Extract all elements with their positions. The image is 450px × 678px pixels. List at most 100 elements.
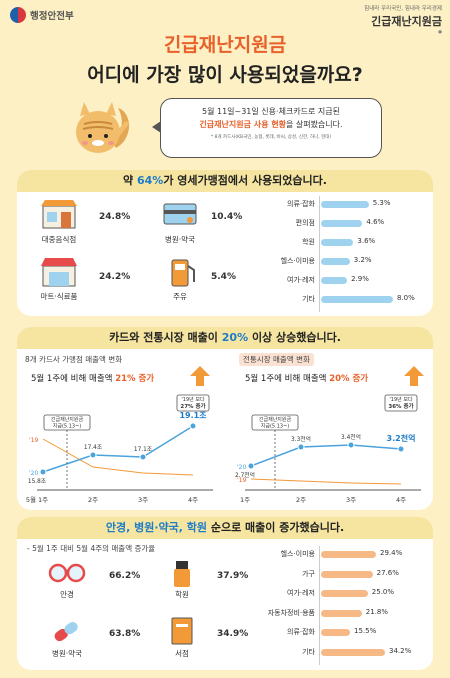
- bar: [321, 296, 393, 303]
- bar: [321, 239, 354, 246]
- speech-line-1: 5월 11일~31일 신용·체크카드로 지급된: [201, 107, 340, 116]
- bar-value: 21.8%: [365, 607, 389, 616]
- left-subhead-pre: 5월 1주에 비해 매출액: [31, 374, 116, 384]
- data-point: [89, 451, 97, 459]
- point-label: 17.4조: [84, 444, 103, 451]
- stat-value: 37.9%: [217, 571, 249, 581]
- bar: [321, 629, 350, 636]
- section-card-growth: 안경, 병원·약국, 학원 순으로 매출이 증가했습니다. - 5월 1주 대비…: [17, 517, 433, 670]
- x-tick-label: 2주: [296, 496, 306, 504]
- bar-label: 가구: [302, 569, 315, 578]
- brand-block: 힘내라 우리국민, 힘내라 우리경제 긴급재난지원금 ●: [364, 4, 442, 35]
- section-small-merchants: 약 64%가 영세가맹점에서 사용되었습니다. 대중음식점 24.8% 병원·약…: [17, 170, 433, 316]
- callout-box: [176, 394, 210, 412]
- bar: [321, 590, 368, 597]
- bar-label: 자동차정비·용품: [267, 608, 315, 617]
- stat-label: 마트·식료품: [40, 292, 78, 301]
- x-tick-label: 3주: [138, 496, 148, 504]
- banner-3-em: 안경, 병원·약국, 학원: [105, 521, 208, 534]
- bar-axis-line: [319, 196, 320, 312]
- callout-text: 지급(5.13~): [53, 423, 81, 430]
- point-label: 3.3천억: [291, 435, 311, 443]
- bar-label: 헬스·이미용: [280, 257, 315, 265]
- hospital-icon: [163, 203, 197, 225]
- bar-value: 15.5%: [354, 627, 377, 635]
- bar-value: 34.2%: [389, 646, 412, 655]
- stat-label: 대중음식점: [41, 235, 77, 244]
- data-point: [189, 422, 197, 430]
- stat-label: 병원·약국: [52, 649, 82, 658]
- bar-label: 학원: [302, 238, 315, 246]
- right-subhead-pre: 5월 1주에 비해 매출액: [245, 374, 330, 384]
- year-label-2019: '19: [29, 437, 38, 444]
- stat-value: 24.8%: [99, 212, 131, 222]
- section-2-banner: 카드와 전통시장 매출이 20% 이상 상승했습니다.: [17, 327, 433, 349]
- bar-value: 29.4%: [380, 549, 403, 557]
- callout-text: 긴급재난지원금: [51, 416, 84, 423]
- data-point: [139, 453, 147, 461]
- bar-label: 여가·레저: [287, 276, 315, 284]
- taegeuk-logo-icon: [10, 7, 26, 23]
- squirrel-mascot-icon: [76, 102, 129, 153]
- x-tick-label: 1주: [240, 496, 250, 504]
- point-label: 17.1조: [134, 446, 153, 453]
- left-chart-title: 8개 카드사 가맹점 매출액 변화: [25, 355, 123, 364]
- stat-value: 66.2%: [109, 571, 141, 581]
- speech-bubble: 5월 11일~31일 신용·체크카드로 지급된 긴급재난지원금 사용 현황을 살…: [152, 98, 382, 158]
- year-label-2020: '20: [237, 464, 246, 471]
- point-label: 19.1조: [179, 411, 207, 420]
- callout-text: 36% 증가: [388, 402, 413, 410]
- right-subhead-em: 20% 증가: [329, 374, 369, 384]
- section-3-banner: 안경, 병원·약국, 학원 순으로 매출이 증가했습니다.: [17, 517, 433, 539]
- left-line-chart: 15.8조 17.4조 17.1조 19.1조 5월 1주 2주 3주 4주 '20 '19 긴급재…: [26, 394, 213, 504]
- banner-2-em: 20%: [221, 331, 249, 344]
- bar: [321, 609, 362, 617]
- academy-icon: [174, 561, 190, 587]
- bar-value: 8.0%: [397, 294, 415, 302]
- series-line-2020: [42, 425, 194, 473]
- callout-text: 27% 증가: [180, 402, 205, 410]
- bar: [321, 648, 385, 656]
- x-tick-label: 5월 1주: [26, 495, 48, 504]
- data-point: [297, 443, 305, 451]
- stat-label: 서점: [175, 649, 189, 658]
- title-line-2: 어디에 가장 많이 사용되었을까요?: [87, 64, 363, 86]
- up-arrow-icon: [190, 366, 210, 386]
- bar-label: 의류·잡화: [287, 628, 315, 636]
- banner-1-pre: 약: [123, 174, 137, 187]
- series-line-2019: [42, 438, 194, 476]
- callout-text: 지급(5.13~): [261, 423, 289, 430]
- data-point: [347, 441, 355, 449]
- bar-value: 2.9%: [351, 275, 369, 283]
- stat-value: 63.8%: [109, 629, 141, 639]
- bar-label: 기타: [302, 647, 315, 656]
- bar-label: 헬스·이미용: [280, 550, 315, 558]
- left-chart-subhead: 5월 1주에 비해 매출액 21% 증가: [31, 372, 154, 384]
- stat-value: 10.4%: [211, 212, 243, 222]
- x-tick-label: 4주: [396, 496, 406, 504]
- bar-label: 여가·레저: [287, 589, 315, 597]
- bar: [321, 551, 377, 558]
- stat-value: 5.4%: [211, 272, 236, 282]
- ministry-logo: 행정안전부: [10, 7, 74, 23]
- right-chart-title: 전통시장 매출액 변화: [239, 353, 314, 366]
- series-line-2020: [250, 444, 402, 467]
- point-label: 3.4천억: [341, 433, 361, 441]
- bar-value: 5.3%: [372, 199, 391, 207]
- callout-text: 긴급재난지원금: [259, 416, 292, 423]
- right-chart-subhead: 5월 1주에 비해 매출액 20% 증가: [245, 372, 368, 384]
- series-line-2019: [250, 478, 402, 485]
- ministry-name: 행정안전부: [30, 11, 74, 22]
- restaurant-icon: [41, 200, 77, 229]
- stat-value: 34.9%: [217, 629, 249, 639]
- bar-label: 편의점: [295, 219, 315, 227]
- bar: [321, 277, 348, 284]
- callout-text: '19년 보다: [181, 396, 205, 403]
- banner-2-pre: 카드와 전통시장 매출이: [109, 331, 222, 344]
- speech-note: * 8개 카드사(KB국민, 농협, 롯데, 비씨, 삼성, 신한, 하나, 현…: [210, 135, 332, 140]
- bar: [321, 220, 363, 227]
- pill-icon: [54, 621, 78, 642]
- bar-value: 25.0%: [371, 588, 395, 596]
- section-1-banner: 약 64%가 영세가맹점에서 사용되었습니다.: [17, 170, 433, 192]
- speech-highlight: 긴급재난지원금 사용 현황: [199, 120, 286, 129]
